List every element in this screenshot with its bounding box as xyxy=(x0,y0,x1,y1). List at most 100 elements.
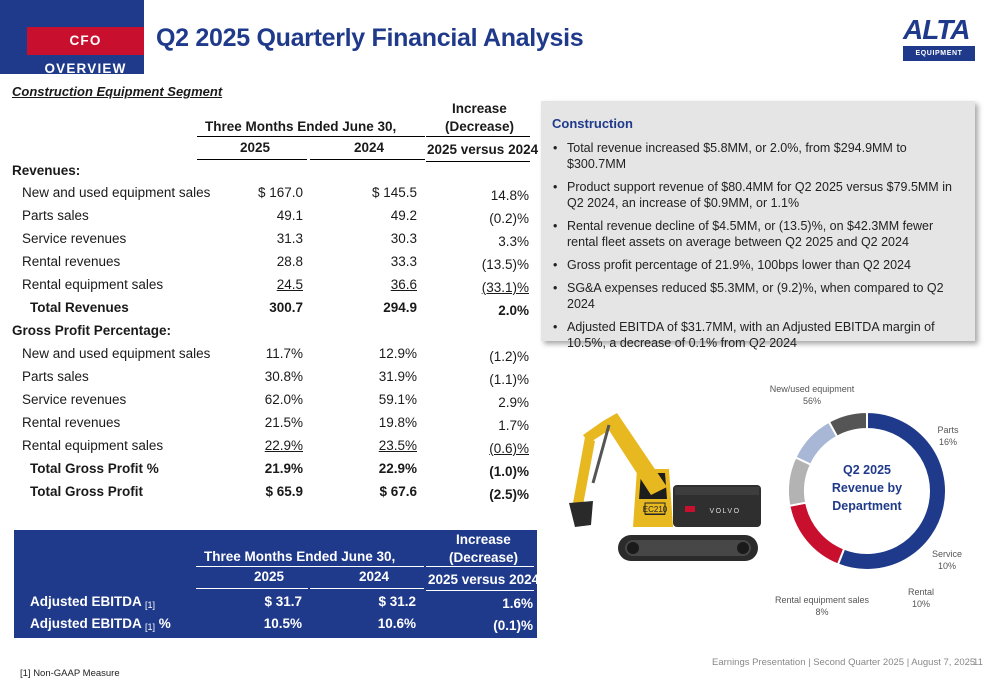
value-change: (0.2)% xyxy=(489,211,529,226)
callout-bullet: Total revenue increased $5.8MM, or 2.0%,… xyxy=(552,140,965,172)
slice-label-value: 10% xyxy=(938,561,956,571)
row-label: New and used equipment sales xyxy=(22,346,211,361)
ebitda-2024: $ 31.2 xyxy=(378,594,416,609)
header-rule xyxy=(426,590,534,591)
header-rule xyxy=(197,136,425,137)
donut-slice-rental xyxy=(794,420,839,466)
header-change-line1: Increase xyxy=(452,101,507,116)
row-label: Service revenues xyxy=(22,231,127,246)
donut-slice-service xyxy=(787,456,813,507)
header-rule xyxy=(310,588,424,589)
total-2025: $ 65.9 xyxy=(265,484,303,499)
value-2025: 22.9% xyxy=(264,438,303,453)
total-label: Total Revenues xyxy=(30,300,129,315)
value-change: (1.1)% xyxy=(489,372,529,387)
row-label: Rental equipment sales xyxy=(22,438,164,453)
header-change-line2: (Decrease) xyxy=(449,550,519,565)
slice-label-name: Rental xyxy=(908,587,934,597)
row-label: New and used equipment sales xyxy=(22,185,211,200)
slice-label-value: 10% xyxy=(912,599,930,609)
value-change: 1.7% xyxy=(498,418,529,433)
value-2025: 62.0% xyxy=(264,392,303,407)
callout-bullet: Rental revenue decline of $4.5MM, or (13… xyxy=(552,218,965,250)
col-change: 2025 versus 2024 xyxy=(427,142,539,157)
callout-bullet: Product support revenue of $80.4MM for Q… xyxy=(552,179,965,211)
row-label: Rental revenues xyxy=(22,415,121,430)
slice-label-value: 8% xyxy=(815,607,828,617)
value-change: (0.6)% xyxy=(489,441,529,456)
ebitda-label: Adjusted EBITDA xyxy=(30,594,142,609)
footnote-marker: [1] xyxy=(145,622,156,632)
slice-label-value: 56% xyxy=(803,396,821,406)
value-2024: 31.9% xyxy=(378,369,417,384)
ebitda-2025: $ 31.7 xyxy=(264,594,302,609)
footnote: [1] Non-GAAP Measure xyxy=(20,668,120,679)
header-change-line2: (Decrease) xyxy=(445,119,515,134)
total-change: (2.5)% xyxy=(489,487,529,502)
ebitda-change: (0.1)% xyxy=(493,618,533,633)
ebitda-row-label: Adjusted EBITDA [1] xyxy=(30,594,156,610)
value-2024: 30.3 xyxy=(390,231,417,246)
header-rule xyxy=(426,161,530,162)
callout-bullets: Total revenue increased $5.8MM, or 2.0%,… xyxy=(552,140,965,351)
excavator-image: EC210 VOLVO xyxy=(569,413,761,561)
header-rule xyxy=(196,566,424,567)
header-rule xyxy=(426,136,530,137)
donut-center-title: Q2 2025 xyxy=(843,463,891,477)
excavator-model-plate: EC210 xyxy=(643,505,668,514)
header-rule xyxy=(310,159,425,160)
total-label: Total Gross Profit xyxy=(30,484,144,499)
value-change: (33.1)% xyxy=(481,280,529,295)
slice-label-value: 16% xyxy=(939,437,957,447)
header-rule xyxy=(196,588,308,589)
revenue-donut-chart: Q2 2025 Revenue by Department New/used e… xyxy=(770,384,962,617)
value-2024: 33.3 xyxy=(390,254,417,269)
ebitda-row-label: Adjusted EBITDA [1] % xyxy=(30,616,171,632)
value-2025: 49.1 xyxy=(276,208,303,223)
col-2024: 2024 xyxy=(353,140,384,155)
callout-bullet: Adjusted EBITDA of $31.7MM, with an Adju… xyxy=(552,319,965,351)
section-gross-profit: Gross Profit Percentage: xyxy=(12,323,172,338)
ebitda-change: 1.6% xyxy=(502,596,533,611)
total-2024: 22.9% xyxy=(378,461,417,476)
row-label: Service revenues xyxy=(22,392,127,407)
row-label: Parts sales xyxy=(22,369,89,384)
row-label: Rental revenues xyxy=(22,254,121,269)
value-2024: 19.8% xyxy=(378,415,417,430)
value-2025: 11.7% xyxy=(265,346,303,361)
callout-title: Construction xyxy=(552,116,633,131)
page-number: 11 xyxy=(973,657,983,668)
slice-label-name: Rental equipment sales xyxy=(775,595,870,605)
footer-text: Earnings Presentation | Second Quarter 2… xyxy=(712,657,976,668)
col-2024: 2024 xyxy=(358,569,389,584)
total-2024: 294.9 xyxy=(383,300,417,315)
value-change: 14.8% xyxy=(490,188,529,203)
excavator-brand: VOLVO xyxy=(709,508,740,515)
col-2025: 2025 xyxy=(239,140,270,155)
total-2025: 300.7 xyxy=(269,300,303,315)
value-2025: 24.5 xyxy=(276,277,303,292)
value-2024: 49.2 xyxy=(390,208,417,223)
donut-slice-rental-equipment-sales xyxy=(827,410,868,439)
header-rule xyxy=(197,159,307,160)
total-2025: 21.9% xyxy=(264,461,303,476)
section-badge: CFO OVERVIEW xyxy=(27,27,144,76)
value-2025: 21.5% xyxy=(264,415,303,430)
ebitda-2025: 10.5% xyxy=(263,616,302,631)
footnote-marker: [1] xyxy=(145,600,156,610)
value-change: (1.2)% xyxy=(489,349,529,364)
total-change: 2.0% xyxy=(498,303,529,318)
row-label: Rental equipment sales xyxy=(22,277,164,292)
slice-label-name: New/used equipment xyxy=(770,384,855,394)
value-change: 3.3% xyxy=(498,234,529,249)
value-2025: 28.8 xyxy=(276,254,303,269)
col-change: 2025 versus 2024 xyxy=(428,572,540,587)
ebitda-table: Three Months Ended June 30, Increase (De… xyxy=(14,530,540,638)
value-2024: 36.6 xyxy=(390,277,417,292)
value-2024: 59.1% xyxy=(378,392,417,407)
value-2024: 12.9% xyxy=(378,346,417,361)
section-revenues: Revenues: xyxy=(12,163,81,178)
segment-title: Construction Equipment Segment xyxy=(12,84,223,99)
value-change: (13.5)% xyxy=(481,257,529,272)
financial-table: Three Months Ended June 30, Increase (De… xyxy=(10,100,539,502)
